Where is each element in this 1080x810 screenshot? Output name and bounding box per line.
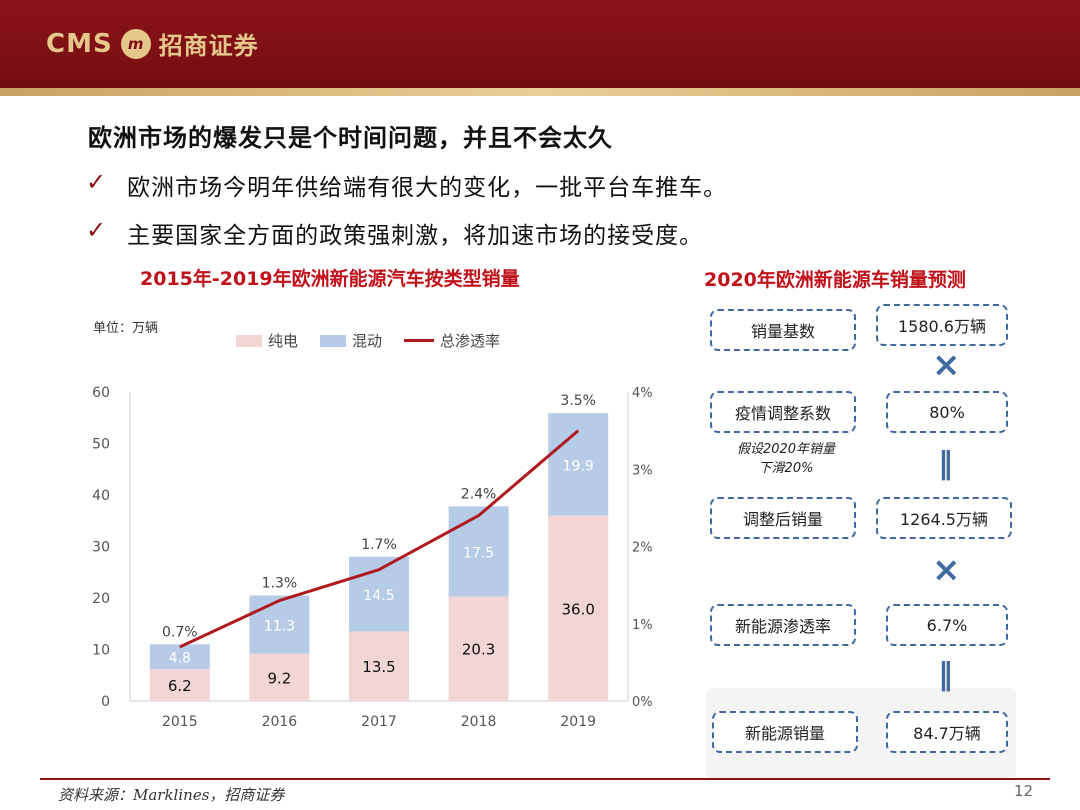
bar-hybrid [149, 644, 210, 670]
y-tick-label: 30 [92, 540, 110, 556]
footer-divider [40, 778, 1050, 780]
legend-label-pure-ev: 纯电 [268, 332, 299, 350]
penetration-value-label: 0.7% [162, 624, 198, 640]
forecast-note: 假设2020年销量 下滑20% [716, 440, 856, 478]
sales-chart: 0 10 20 30 40 50 60 0% 1% 2% 3% 4% 6.2 4.8 2015 0.7% 9.2… [92, 385, 653, 730]
legend-swatch-pure-ev [236, 334, 262, 347]
hybrid-value-label: 17.5 [463, 545, 494, 561]
equals-icon: ‖ [938, 446, 953, 481]
forecast-label: 销量基数 [750, 322, 815, 341]
forecast-label: 新能源渗透率 [734, 617, 831, 636]
forecast-note-line: 假设2020年销量 [736, 442, 836, 457]
pure-ev-value-label: 36.0 [561, 600, 594, 618]
forecast-label-box: 新能源销量 [712, 711, 858, 753]
penetration-value-label: 1.3% [262, 575, 298, 591]
forecast-label: 疫情调整系数 [734, 404, 831, 423]
footer-source: 资料来源：Marklines，招商证券 [58, 786, 285, 804]
logo-cms-text: CMS [46, 28, 113, 59]
hybrid-value-label: 4.8 [169, 651, 191, 667]
forecast-label-box: 疫情调整系数 [710, 391, 856, 433]
hybrid-value-label: 11.3 [264, 619, 295, 635]
legend-swatch-penetration [404, 339, 435, 342]
forecast-label-box: 销量基数 [710, 309, 856, 351]
y2-tick-label: 4% [632, 386, 653, 401]
y2-tick-label: 3% [632, 463, 653, 478]
company-logo: CMS m 招商证券 [46, 26, 259, 61]
forecast-label-box: 新能源渗透率 [710, 604, 856, 646]
forecast-label-box: 调整后销量 [710, 497, 856, 539]
slide-title: 欧洲市场的爆发只是个时间问题，并且不会太久 [88, 124, 613, 152]
x-tick-label: 2015 [162, 714, 198, 730]
logo-badge-icon: m [120, 28, 151, 59]
hybrid-value-label: 19.9 [563, 458, 594, 474]
pure-ev-value-label: 20.3 [462, 641, 495, 659]
chart-title: 2015年-2019年欧洲新能源汽车按类型销量 [140, 268, 520, 290]
forecast-note-line: 下滑20% [758, 461, 814, 476]
bullet-text: 欧洲市场今明年供给端有很大的变化，一批平台车推车。 [127, 175, 728, 201]
bar-pure-ev [349, 631, 409, 701]
forecast-value: 84.7万辆 [913, 724, 981, 743]
checkmark-icon: ✓ [86, 216, 108, 244]
chart-legend: 纯电 混动 总渗透率 [236, 330, 500, 351]
bullet-item: ✓ 主要国家全方面的政策强刺激，将加速市场的接受度。 [86, 216, 703, 250]
header-bar [0, 0, 1080, 92]
y-tick-label: 50 [92, 437, 110, 453]
x-tick-label: 2018 [461, 714, 497, 730]
forecast-title: 2020年欧洲新能源车销量预测 [704, 269, 966, 291]
hybrid-value-label: 14.5 [363, 588, 394, 604]
pure-ev-value-label: 13.5 [362, 658, 395, 676]
y-tick-label: 10 [92, 643, 110, 659]
forecast-value-box: 1264.5万辆 [876, 497, 1012, 539]
checkmark-icon: ✓ [86, 168, 108, 196]
legend-label-hybrid: 混动 [352, 332, 383, 350]
y2-tick-label: 2% [632, 541, 653, 556]
y2-tick-label: 1% [632, 618, 653, 633]
forecast-value-box: 6.7% [886, 604, 1008, 646]
penetration-value-label: 2.4% [461, 486, 497, 502]
forecast-value: 6.7% [926, 615, 968, 635]
bar-hybrid [448, 506, 509, 597]
bullet-item: ✓ 欧洲市场今明年供给端有很大的变化，一批平台车推车。 [86, 168, 727, 202]
y-tick-label: 60 [92, 385, 110, 401]
x-tick-label: 2019 [560, 714, 596, 730]
x-tick-label: 2017 [361, 714, 397, 730]
multiply-icon: × [932, 550, 961, 590]
penetration-value-label: 1.7% [361, 537, 397, 553]
forecast-value-box: 80% [886, 391, 1008, 433]
forecast-label: 调整后销量 [742, 510, 823, 529]
bar-hybrid [249, 595, 310, 654]
pure-ev-value-label: 9.2 [267, 669, 291, 687]
bullet-text: 主要国家全方面的政策强刺激，将加速市场的接受度。 [127, 223, 704, 249]
legend-label-penetration: 总渗透率 [440, 332, 501, 350]
multiply-icon: × [932, 345, 961, 385]
forecast-value: 1580.6万辆 [898, 317, 986, 336]
forecast-value-box: 84.7万辆 [886, 711, 1008, 753]
y-tick-label: 40 [92, 488, 110, 504]
equals-icon: ‖ [938, 657, 953, 692]
forecast-value: 80% [929, 402, 965, 422]
x-tick-label: 2016 [262, 714, 298, 730]
legend-swatch-hybrid [320, 334, 347, 347]
y2-tick-label: 0% [632, 695, 653, 710]
forecast-value: 1264.5万辆 [900, 510, 988, 529]
penetration-value-label: 3.5% [560, 393, 596, 409]
page-number: 12 [1014, 782, 1034, 800]
penetration-line [179, 429, 580, 649]
bar-pure-ev [249, 653, 310, 701]
y-tick-label: 20 [92, 591, 110, 607]
legend-item-penetration: 总渗透率 [404, 330, 500, 351]
bar-hybrid [548, 413, 609, 516]
legend-item-pure-ev: 纯电 [236, 330, 298, 351]
bar-pure-ev [149, 669, 210, 701]
bar-pure-ev [448, 596, 509, 701]
bar-pure-ev [548, 515, 609, 701]
forecast-value-box: 1580.6万辆 [876, 304, 1008, 346]
y-tick-label: 0 [101, 694, 110, 710]
pure-ev-value-label: 6.2 [168, 677, 192, 695]
legend-item-hybrid: 混动 [320, 330, 382, 351]
chart-unit-label: 单位：万辆 [93, 321, 159, 336]
logo-company-name: 招商证券 [158, 32, 259, 60]
forecast-label: 新能源销量 [744, 724, 825, 743]
header-gold-stripe [0, 88, 1080, 96]
